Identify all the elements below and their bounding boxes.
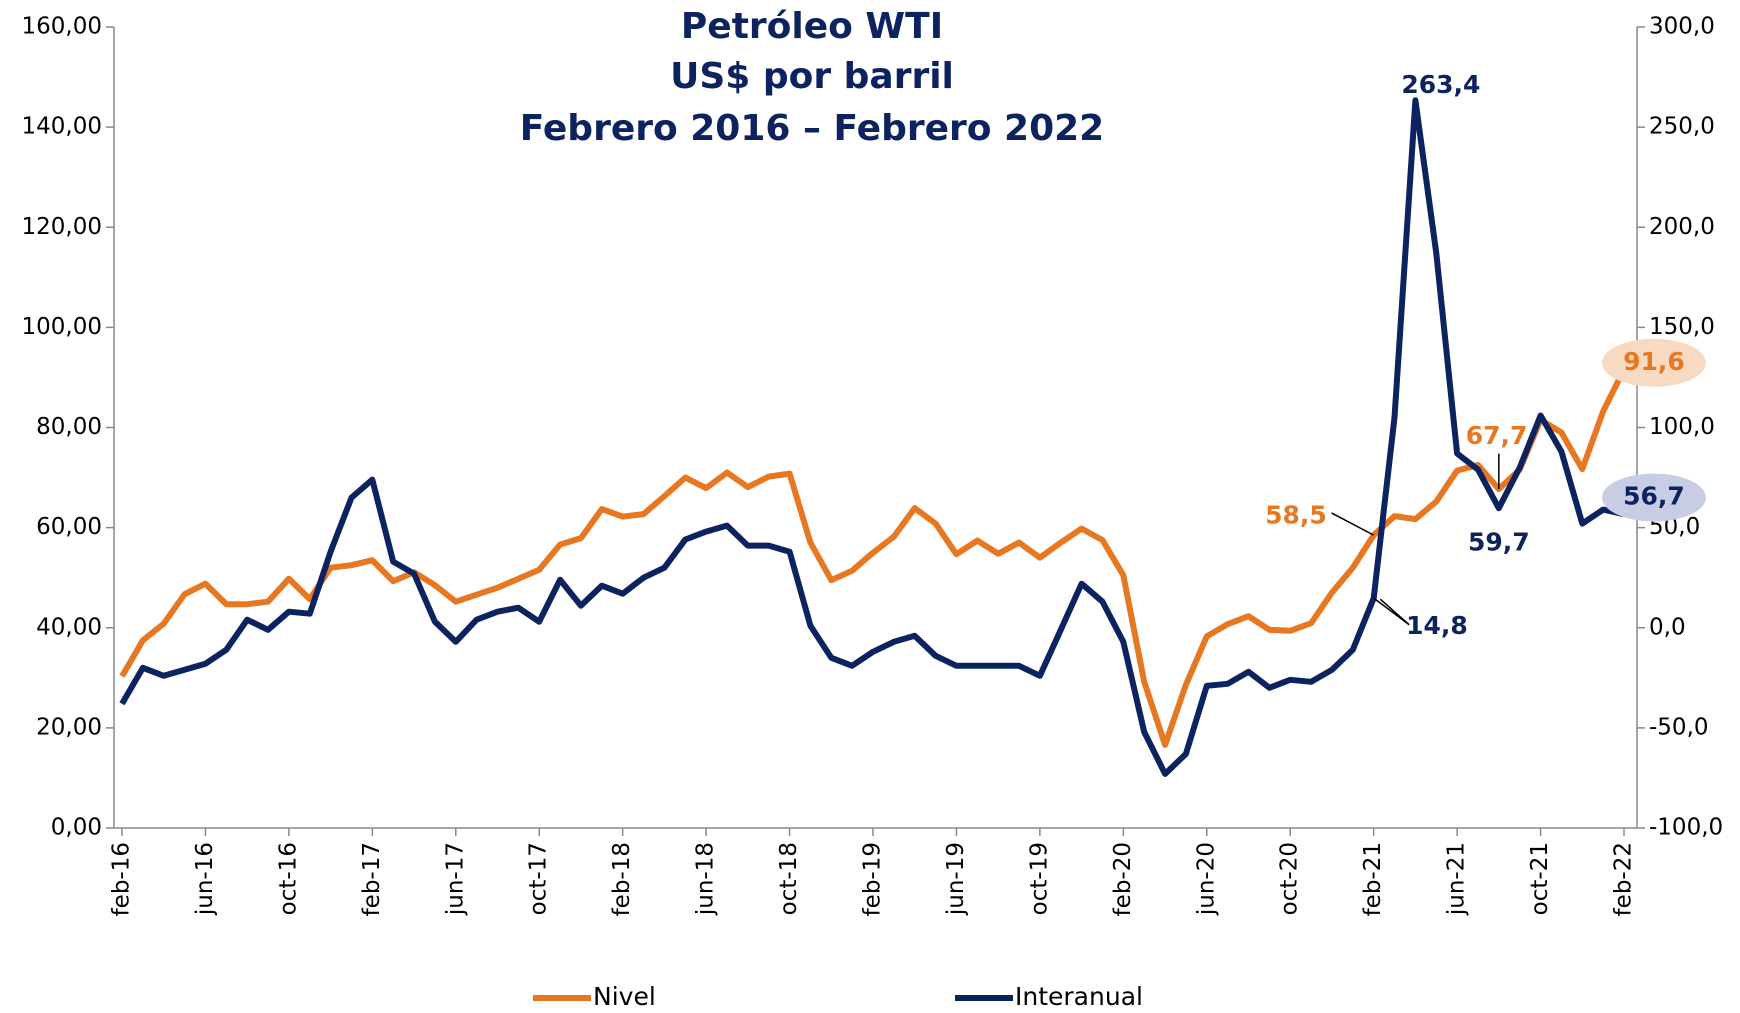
label-highlight: [1601, 473, 1706, 522]
chart-title: Petróleo WTI: [681, 6, 943, 47]
data-label: 14,8: [1406, 611, 1468, 640]
leader-line: [1373, 597, 1410, 626]
data-label: 67,7: [1466, 421, 1528, 450]
y2-tick-label: 0,0: [1649, 614, 1686, 640]
x-tick-label: jun-16: [192, 842, 218, 916]
x-tick-label: jun-18: [693, 842, 719, 916]
legend-label: Nivel: [593, 982, 656, 1011]
chart-subtitle: Febrero 2016 – Febrero 2022: [520, 108, 1104, 149]
x-tick-label: oct-17: [526, 842, 552, 915]
legend-label: Interanual: [1015, 982, 1143, 1011]
label-highlight: [1601, 338, 1706, 387]
x-tick-label: feb-16: [109, 842, 135, 916]
x-tick-label: feb-18: [609, 842, 635, 916]
x-tick-label: feb-20: [1110, 842, 1136, 916]
y-tick-label: 20,00: [36, 714, 102, 740]
y-tick-label: 160,00: [22, 14, 102, 40]
x-tick-label: feb-17: [359, 842, 385, 916]
x-tick-label: feb-22: [1611, 842, 1637, 916]
x-tick-label: jun-21: [1444, 842, 1470, 916]
x-tick-label: feb-21: [1360, 842, 1386, 916]
y-tick-label: 0,00: [51, 815, 102, 841]
y2-tick-label: -50,0: [1649, 714, 1709, 740]
data-label: 91,6: [1623, 347, 1685, 376]
data-label: 59,7: [1468, 528, 1530, 557]
x-tick-label: feb-19: [860, 842, 886, 916]
y-tick-label: 80,00: [36, 414, 102, 440]
x-tick-label: jun-20: [1193, 842, 1219, 916]
y2-tick-label: 250,0: [1649, 114, 1715, 140]
leader-line: [1331, 512, 1375, 536]
line-series: [119, 368, 1627, 748]
data-label: 263,4: [1401, 70, 1480, 99]
y-tick-label: 100,00: [22, 314, 102, 340]
y-tick-label: 120,00: [22, 214, 102, 240]
y2-tick-label: -100,0: [1649, 815, 1723, 841]
y2-tick-label: 150,0: [1649, 314, 1715, 340]
y-tick-label: 140,00: [22, 114, 102, 140]
y-tick-label: 40,00: [36, 614, 102, 640]
x-tick-label: jun-17: [442, 842, 468, 916]
y-tick-label: 60,00: [36, 514, 102, 540]
data-label: 56,7: [1623, 482, 1685, 511]
x-tick-label: oct-18: [776, 842, 802, 915]
x-tick-label: oct-20: [1277, 842, 1303, 915]
chart-subtitle: US$ por barril: [670, 56, 954, 97]
line-series: [119, 97, 1625, 777]
x-tick-label: jun-19: [943, 842, 969, 916]
y2-tick-label: 200,0: [1649, 214, 1715, 240]
x-tick-label: oct-21: [1527, 842, 1553, 915]
y2-tick-label: 100,0: [1649, 414, 1715, 440]
x-tick-label: oct-16: [275, 842, 301, 915]
data-label: 58,5: [1265, 500, 1327, 529]
x-tick-label: oct-19: [1026, 842, 1052, 915]
y2-tick-label: 300,0: [1649, 14, 1715, 40]
